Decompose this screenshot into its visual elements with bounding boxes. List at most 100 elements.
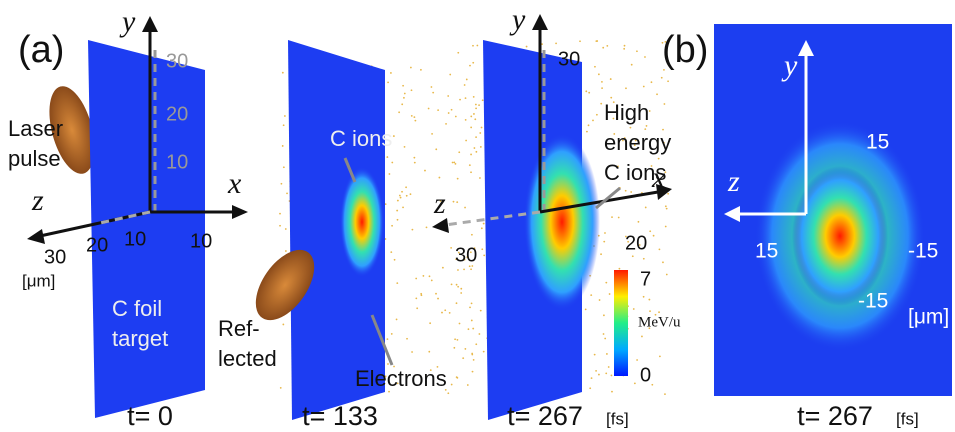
tick-label: 20 <box>625 232 647 254</box>
electron-dot <box>478 104 480 106</box>
electron-dot <box>445 123 447 125</box>
electron-dot <box>471 302 473 304</box>
electron-dot <box>403 97 405 99</box>
electron-dot <box>590 294 592 296</box>
electron-dot <box>589 387 591 389</box>
electron-dot <box>651 81 653 83</box>
electron-dot <box>630 191 632 193</box>
electron-dot <box>279 213 281 215</box>
electron-dot <box>414 162 416 164</box>
electron-dot <box>588 124 590 126</box>
electron-dot <box>422 275 424 277</box>
electron-dot <box>387 338 389 340</box>
electron-dot <box>469 306 471 308</box>
electron-dot <box>483 351 485 353</box>
electron-dot <box>431 133 433 135</box>
electron-dot <box>666 274 668 276</box>
electron-dot <box>588 92 590 94</box>
electron-dot <box>457 52 459 54</box>
electron-dot <box>659 355 661 357</box>
electron-dot <box>526 46 528 48</box>
electron-dot <box>412 229 414 231</box>
electron-dot <box>402 85 404 87</box>
electron-dot <box>586 131 588 133</box>
arrow <box>142 16 158 32</box>
electron-dot <box>605 372 607 374</box>
electron-dot <box>388 391 390 393</box>
electron-dot <box>463 268 465 270</box>
electron-dot <box>481 248 483 250</box>
electron-dot <box>465 140 467 142</box>
electron-dot <box>465 97 467 99</box>
electron-dot <box>603 333 605 335</box>
electron-dot <box>625 87 627 89</box>
electron-dot <box>431 280 433 282</box>
tick-label: 30 <box>166 50 188 72</box>
electron-dot <box>447 392 449 394</box>
electron-dot <box>402 206 404 208</box>
electron-dot <box>464 84 466 86</box>
electron-dot <box>472 45 474 47</box>
electron-dot <box>439 177 441 179</box>
annotation: C ions <box>330 126 392 151</box>
tick-label: 20 <box>86 234 108 256</box>
electron-dot <box>406 195 408 197</box>
electron-dot <box>415 297 417 299</box>
electron-dot <box>394 259 396 261</box>
electron-dot <box>453 347 455 349</box>
electron-dot <box>426 226 428 228</box>
electron-dot <box>478 333 480 335</box>
axis-label: z <box>727 165 740 198</box>
electron-dot <box>608 366 610 368</box>
electron-dot <box>631 64 633 66</box>
electron-dot <box>646 125 648 127</box>
electron-dot <box>464 207 466 209</box>
electron-dot <box>594 354 596 356</box>
electron-dot <box>472 328 474 330</box>
electron-dot <box>389 173 391 175</box>
electron-dot <box>665 226 667 228</box>
electron-dot <box>396 319 398 321</box>
electron-dot <box>282 72 284 74</box>
tick-label: -15 <box>908 240 938 263</box>
electron-dot <box>387 81 389 83</box>
electron-dot <box>633 308 635 310</box>
electron-dot <box>659 248 661 250</box>
electron-dot <box>391 162 393 164</box>
electron-dot <box>450 247 452 249</box>
electron-dot <box>609 293 611 295</box>
time-unit: [fs] <box>606 409 629 428</box>
unit-label: [μm] <box>22 271 55 290</box>
tick-label: 30 <box>44 246 66 268</box>
electron-dot <box>386 156 388 158</box>
electron-dot <box>458 151 460 153</box>
electron-dot <box>390 251 392 253</box>
electron-dot <box>611 391 613 393</box>
unit-label: [μm] <box>908 306 949 329</box>
electron-dot <box>283 166 285 168</box>
electron-dot <box>473 96 475 98</box>
annotation: Electrons <box>355 366 447 391</box>
electron-dot <box>406 338 408 340</box>
electron-dot <box>585 90 587 92</box>
colorbar <box>614 270 628 376</box>
electron-dot <box>630 127 632 129</box>
electron-dot <box>664 103 666 105</box>
electron-dot <box>442 267 444 269</box>
arrow <box>432 218 449 233</box>
panel-label: (a) <box>18 29 64 71</box>
tick-label: 10 <box>124 228 146 250</box>
electron-dot <box>470 268 472 270</box>
axis-label: x <box>227 167 242 200</box>
electron-dot <box>482 99 484 101</box>
electron-dot <box>457 178 459 180</box>
annotation: Laser <box>8 116 63 141</box>
electron-dot <box>579 40 581 42</box>
electron-dot <box>475 104 477 106</box>
electron-dot <box>667 80 669 82</box>
electron-dot <box>467 384 469 386</box>
electron-dot <box>391 333 393 335</box>
electron-dot <box>285 228 287 230</box>
arrow <box>232 205 248 219</box>
electron-dot <box>476 45 478 47</box>
